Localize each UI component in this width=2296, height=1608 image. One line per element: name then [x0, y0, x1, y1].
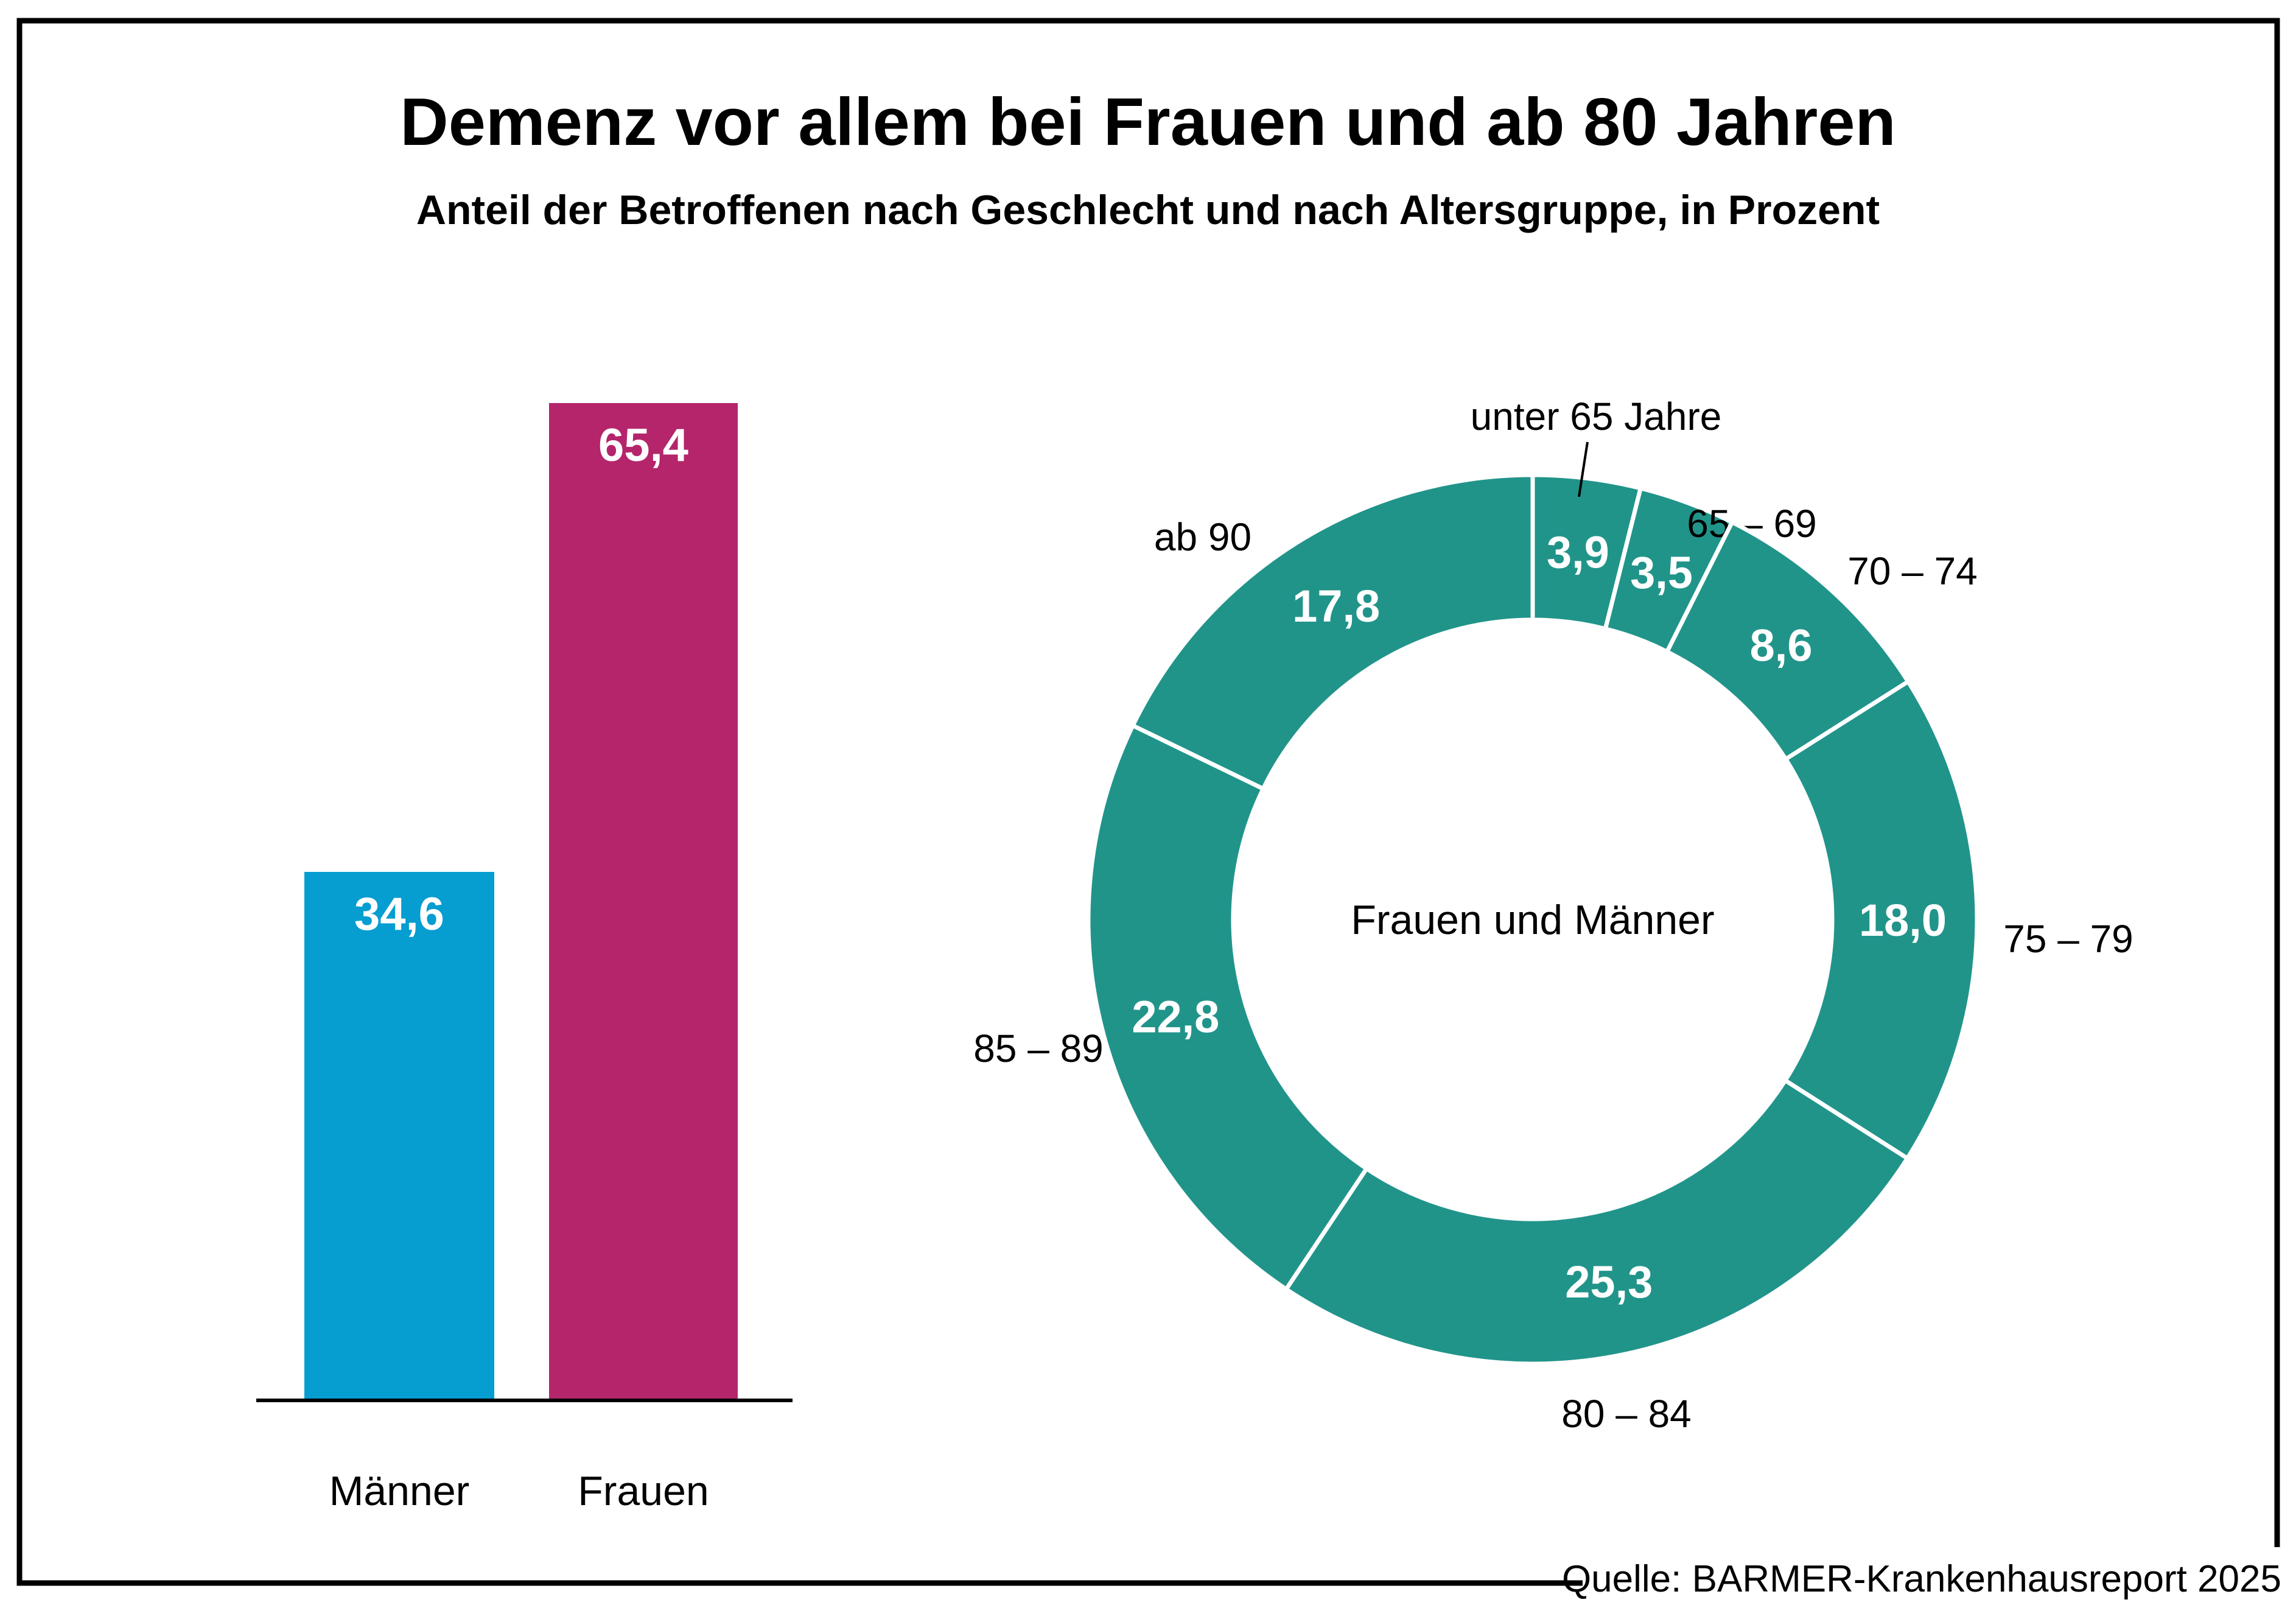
- donut-slice-5: [1284, 1078, 1910, 1366]
- donut-slice-label: unter 65 Jahre: [1471, 395, 1722, 438]
- donut-slice-value: 17,8: [1292, 581, 1380, 631]
- donut-slice-label: ab 90: [1154, 515, 1251, 559]
- donut-slice-value: 3,9: [1547, 527, 1609, 578]
- bar-frauen: [549, 403, 738, 1399]
- page-title: Demenz vor allem bei Frauen und ab 80 Ja…: [400, 85, 1895, 160]
- donut-slice-4: [1783, 679, 1979, 1160]
- bar-category-label: Männer: [329, 1468, 470, 1514]
- donut-center-label: Frauen und Männer: [1351, 897, 1714, 943]
- donut-label-leader-line: [1578, 441, 1589, 497]
- bar-chart-gender: 34,6 Männer 65,4 Frauen: [256, 403, 793, 1514]
- donut-slice-6: [1086, 723, 1369, 1291]
- donut-slice-label: 70 – 74: [1847, 549, 1978, 593]
- bar-value-label: 65,4: [598, 420, 688, 471]
- donut-slice-label: 85 – 89: [973, 1027, 1104, 1070]
- donut-slice-value: 18,0: [1859, 895, 1947, 946]
- donut-slice-value: 25,3: [1565, 1257, 1653, 1307]
- page-subtitle: Anteil der Betroffenen nach Geschlecht u…: [416, 187, 1880, 233]
- source-caption: Quelle: BARMER-Krankenhausreport 2025: [1562, 1558, 2281, 1600]
- donut-slice-value: 3,5: [1630, 547, 1693, 598]
- source-background: [1583, 1547, 2296, 1608]
- bar-value-label: 34,6: [354, 888, 444, 940]
- donut-slice-label: 80 – 84: [1561, 1392, 1692, 1436]
- donut-slice-value: 8,6: [1750, 620, 1813, 670]
- donut-slice-label: 75 – 79: [2003, 917, 2133, 961]
- bar-category-label: Frauen: [578, 1468, 709, 1514]
- frame-border: [16, 18, 2280, 1586]
- donut-slice-7: [1130, 472, 1535, 791]
- bar-maenner: [304, 872, 494, 1399]
- donut-slice-value: 22,8: [1132, 992, 1219, 1042]
